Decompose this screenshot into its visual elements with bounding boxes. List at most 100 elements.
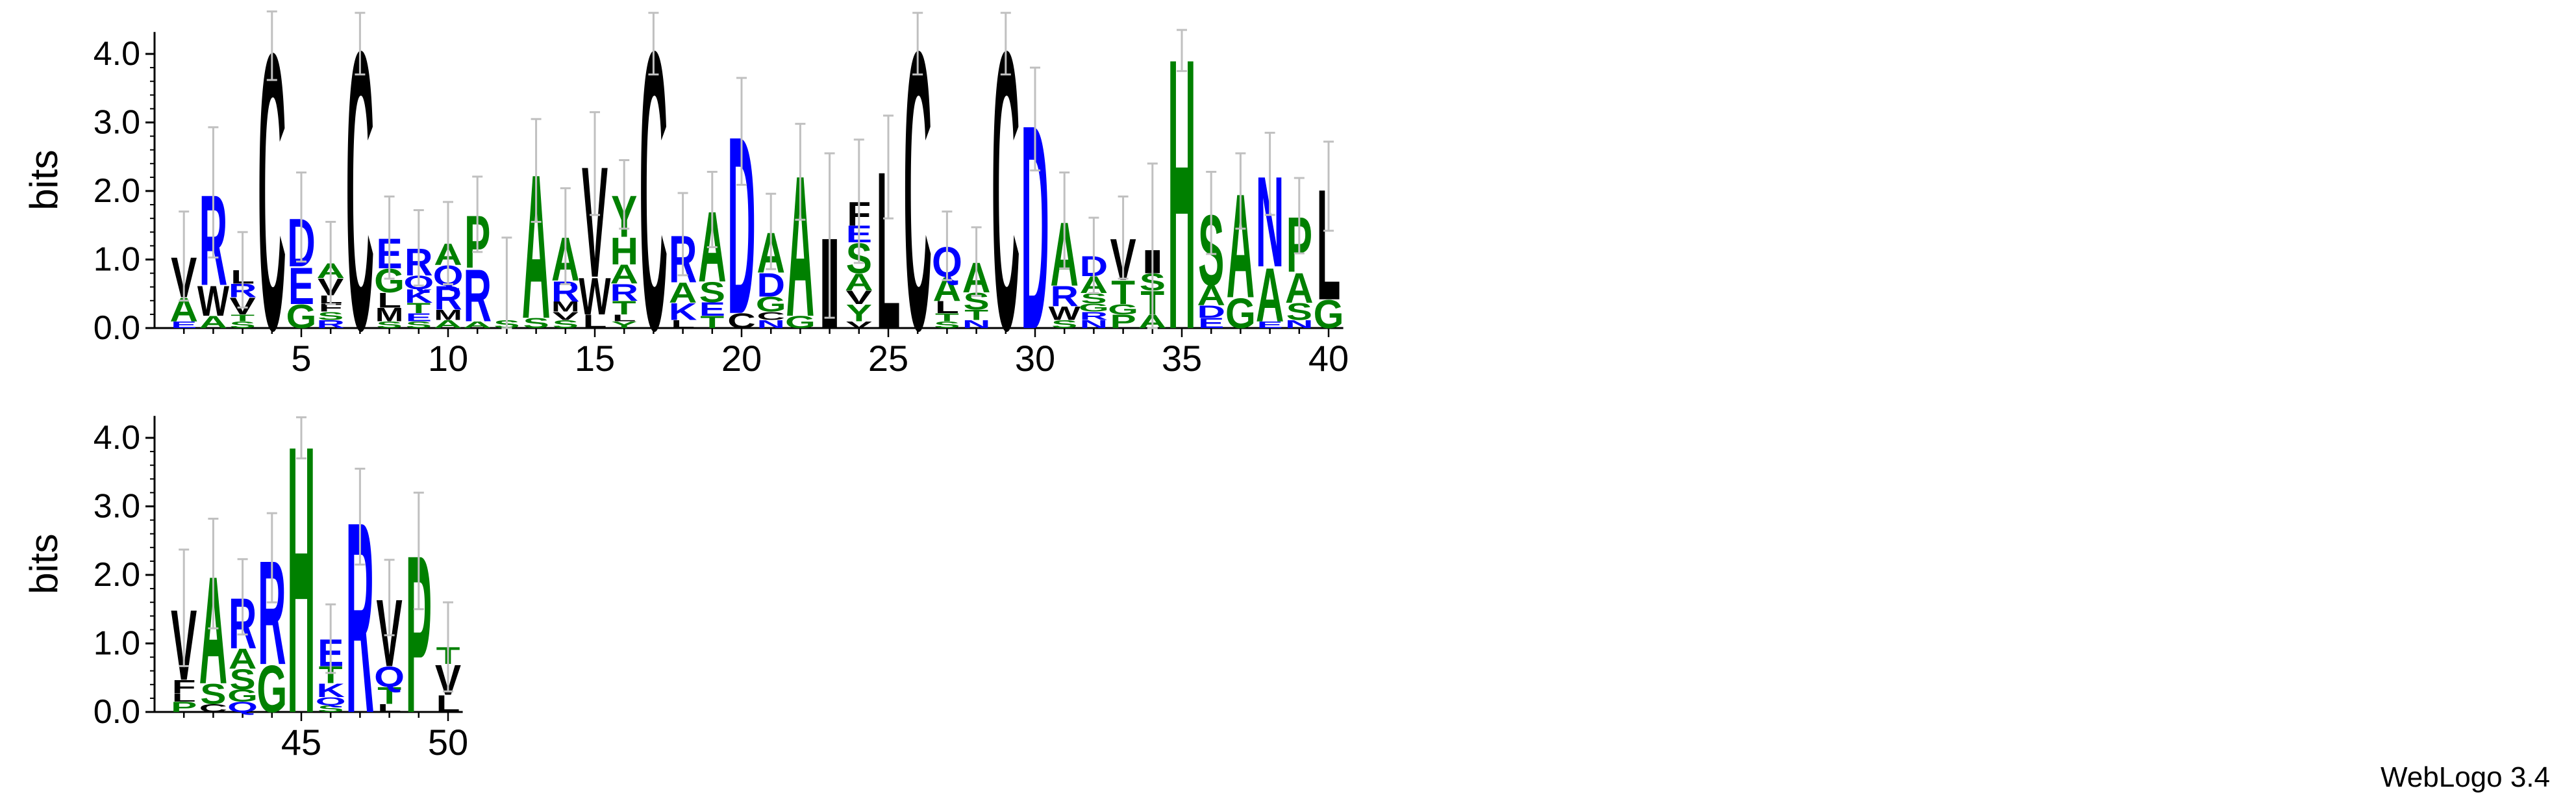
residue-R: R <box>610 279 638 306</box>
x-tick-label: 35 <box>1162 338 1202 379</box>
residue-W: W <box>197 277 230 325</box>
x-tick-label: 45 <box>281 722 321 763</box>
residue-A: A <box>845 269 873 296</box>
residue-Q: Q <box>374 661 405 693</box>
residue-V: V <box>846 287 873 309</box>
residue-M: M <box>375 304 403 325</box>
residue-A: A <box>669 277 697 309</box>
residue-S: S <box>406 320 432 330</box>
residue-N: N <box>1080 318 1108 331</box>
position-stack-44: GR <box>256 512 287 726</box>
residue-S: S <box>230 664 256 696</box>
position-stack-26: C <box>903 0 932 413</box>
position-stack-30: D <box>1021 64 1049 390</box>
position-stack-7: C <box>346 0 375 413</box>
y-tick-label: 1.0 <box>94 625 140 663</box>
position-stack-17: C <box>640 0 668 413</box>
position-stack-50: LVT <box>435 601 461 717</box>
position-stack-11: ARP <box>463 175 492 337</box>
residue-F: F <box>172 676 196 698</box>
residue-E: E <box>171 320 197 330</box>
residue-L: L <box>436 691 460 717</box>
residue-S: S <box>523 315 549 331</box>
y-axis-label: bits <box>22 149 66 210</box>
position-stack-29: C <box>992 0 1020 413</box>
position-stack-42: CSA <box>199 517 227 716</box>
residue-P: P <box>1110 311 1136 333</box>
residue-Q: Q <box>227 699 258 715</box>
residue-V: V <box>553 310 579 323</box>
residue-G: G <box>785 312 816 332</box>
residue-A: A <box>463 320 492 330</box>
weblogo-credit: WebLogo 3.4 <box>2381 761 2550 793</box>
residue-G: G <box>756 293 786 316</box>
position-stack-12: S <box>494 236 520 331</box>
x-tick-label: 25 <box>868 338 908 379</box>
residue-K: K <box>669 298 697 325</box>
x-tick-label: 20 <box>721 338 762 379</box>
position-stack-40: GL <box>1314 140 1344 336</box>
residue-T: T <box>964 307 988 323</box>
residue-F: F <box>319 301 343 314</box>
y-tick-label: 0.0 <box>94 693 140 731</box>
residue-P: P <box>171 699 197 715</box>
residue-V: V <box>846 320 872 330</box>
residue-S: S <box>1051 318 1077 331</box>
x-tick-label: 5 <box>291 338 311 379</box>
y-tick-label: 2.0 <box>94 172 140 210</box>
residue-A: A <box>610 259 638 289</box>
y-tick-label: 3.0 <box>94 488 140 526</box>
residue-G: G <box>1314 292 1344 336</box>
residue-E: E <box>699 299 725 320</box>
residue-S: S <box>553 318 579 331</box>
residue-A: A <box>1285 264 1314 312</box>
position-stack-19: TESA <box>698 170 727 332</box>
position-stack-37: GA <box>1225 152 1256 338</box>
residue-A: A <box>199 312 228 332</box>
residue-L: L <box>935 298 959 317</box>
residue-L: L <box>612 312 636 323</box>
residue-E: E <box>1257 320 1282 330</box>
position-stack-45: H <box>287 366 316 793</box>
x-tick-label: 30 <box>1015 338 1055 379</box>
y-tick-label: 0.0 <box>94 309 140 347</box>
residue-R: R <box>434 279 462 317</box>
residue-W: W <box>1049 303 1081 324</box>
residue-D: D <box>757 266 785 304</box>
residue-S: S <box>200 678 226 710</box>
position-stack-49: P <box>406 491 432 760</box>
residue-L: L <box>377 702 401 715</box>
residue-L: L <box>172 692 196 705</box>
residue-A: A <box>229 643 257 675</box>
residue-A: A <box>434 318 462 331</box>
residue-S: S <box>699 277 725 309</box>
residue-S: S <box>229 320 255 330</box>
residue-C: C <box>757 310 785 323</box>
residue-K: K <box>316 680 345 702</box>
residue-R: R <box>1050 281 1079 312</box>
residue-G: G <box>256 652 287 726</box>
residue-A: A <box>1256 251 1284 337</box>
residue-T: T <box>1111 273 1135 311</box>
residue-T: T <box>700 312 724 332</box>
residue-K: K <box>405 286 433 307</box>
residue-T: T <box>377 682 401 709</box>
residue-S: S <box>318 704 344 714</box>
y-tick-label: 4.0 <box>94 419 140 457</box>
residue-S: S <box>376 320 402 330</box>
position-stack-38: EAN <box>1256 131 1284 338</box>
